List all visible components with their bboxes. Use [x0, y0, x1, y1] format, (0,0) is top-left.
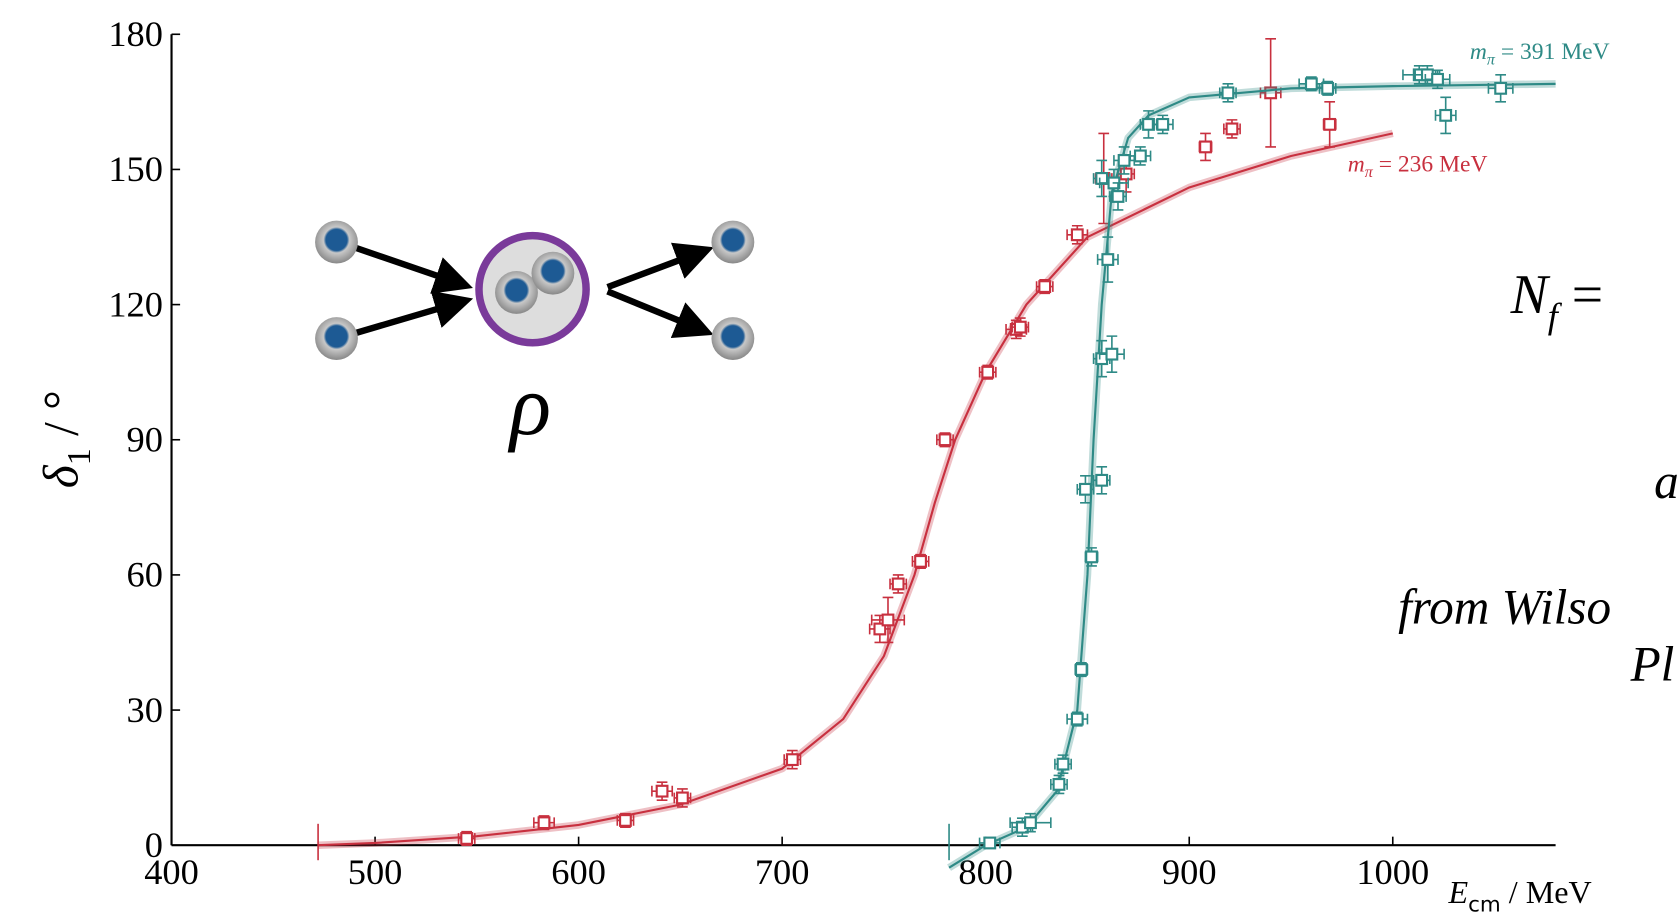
particle — [711, 317, 755, 360]
particle — [531, 251, 575, 295]
point — [655, 784, 669, 798]
y-tick-label: 150 — [108, 149, 163, 189]
point — [1095, 473, 1109, 487]
point — [938, 433, 952, 447]
fit-curve — [948, 82, 1556, 869]
point — [1078, 482, 1092, 496]
point — [1494, 81, 1508, 95]
point — [983, 836, 997, 850]
annotation: Pl — [1630, 636, 1675, 691]
point — [1095, 172, 1109, 185]
label-sub: π — [1365, 164, 1374, 181]
annotation: a — [1654, 454, 1679, 509]
point — [1221, 86, 1235, 100]
point — [675, 791, 689, 805]
y-tick-label: 90 — [127, 420, 163, 460]
point — [1024, 816, 1037, 830]
y-tick-label: 180 — [108, 14, 163, 54]
fit-curve — [318, 132, 1394, 847]
arrow — [606, 242, 714, 291]
x-tick-label: 400 — [144, 852, 199, 892]
point — [1111, 190, 1125, 203]
series: mπ = 391 MeV — [947, 39, 1610, 871]
point — [1304, 77, 1318, 91]
point — [1101, 253, 1115, 266]
point — [1070, 712, 1084, 726]
label-base: m — [1470, 39, 1487, 65]
point — [1013, 320, 1027, 334]
point — [891, 577, 905, 591]
point — [873, 622, 887, 636]
particle — [495, 271, 538, 314]
point — [537, 816, 551, 830]
x-tick-label: 900 — [1162, 852, 1217, 892]
point — [785, 753, 799, 767]
point — [460, 832, 474, 845]
arrow — [606, 288, 714, 339]
series: mπ = 236 MeV — [317, 37, 1488, 861]
point — [914, 554, 927, 568]
point — [1225, 122, 1239, 136]
label-rest: = 391 MeV — [1495, 39, 1610, 65]
x-axis-label: Ecm / MeV — [1447, 874, 1591, 917]
x-tick-label: 700 — [755, 852, 810, 892]
y-tick-label: 60 — [127, 555, 163, 595]
x-tick-label: 600 — [551, 852, 606, 892]
point — [1085, 550, 1098, 564]
rho-diagram: ρ — [315, 220, 755, 453]
point — [1156, 117, 1170, 131]
fit-band — [947, 80, 1556, 871]
label-base: m — [1348, 151, 1365, 177]
point — [1323, 117, 1337, 131]
y-axis-label: δ1 / ° — [33, 390, 98, 488]
point — [1321, 81, 1335, 95]
label-sub: π — [1487, 51, 1496, 68]
point — [618, 814, 632, 827]
point — [1105, 347, 1119, 361]
rho-label: ρ — [507, 358, 551, 453]
point — [1117, 153, 1131, 167]
point — [881, 613, 895, 627]
point — [1038, 280, 1052, 294]
x-tick-label: 1000 — [1356, 852, 1429, 892]
y-tick-label: 30 — [127, 690, 163, 730]
nf-label: Nf = — [1510, 264, 1604, 336]
label-rest: = 236 MeV — [1373, 151, 1488, 177]
fit-band — [317, 129, 1394, 849]
y-tick-label: 0 — [145, 825, 163, 865]
series-label: mπ = 236 MeV — [1348, 151, 1488, 180]
point — [1070, 228, 1084, 242]
annotation: from Wilso — [1398, 579, 1611, 634]
point — [981, 365, 995, 379]
particle — [315, 220, 358, 264]
point — [1074, 663, 1088, 676]
point — [1052, 777, 1066, 791]
arrow — [350, 290, 474, 338]
point — [1056, 757, 1070, 771]
arrow — [350, 243, 473, 294]
series-label: mπ = 391 MeV — [1470, 39, 1610, 68]
particle — [315, 317, 358, 360]
point — [1264, 86, 1278, 100]
particle — [711, 220, 755, 264]
y-tick-label: 120 — [108, 284, 163, 324]
x-tick-label: 800 — [958, 852, 1013, 892]
point — [1439, 108, 1453, 122]
x-tick-label: 500 — [348, 852, 403, 892]
point — [1199, 140, 1212, 154]
point — [1133, 149, 1147, 163]
point — [1431, 72, 1444, 86]
